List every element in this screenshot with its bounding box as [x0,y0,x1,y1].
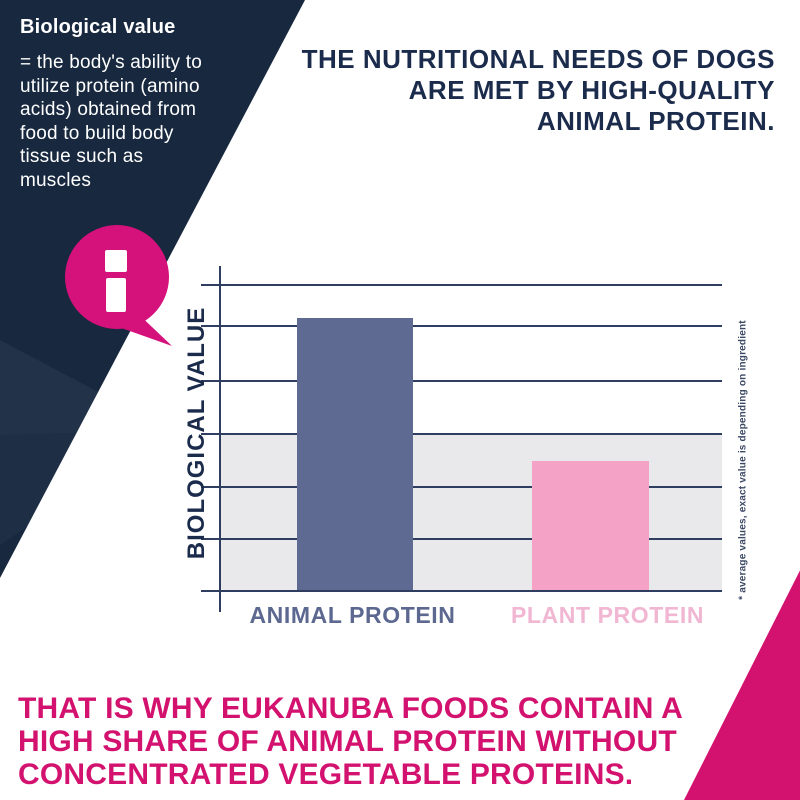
definition-line: muscles [20,169,92,191]
gridline [201,486,722,488]
definition-line: tissue such as [20,146,144,168]
bar-animal-protein [297,318,413,590]
info-bubble-icon [65,225,172,346]
y-axis-line [219,266,221,612]
definition-heading: Biological value [20,16,176,38]
x-label-plant-protein: PLANT PROTEIN [510,602,705,628]
baseline-gridline [201,590,722,592]
bar-plant-protein [532,461,649,590]
headline-line: ANIMAL PROTEIN. [536,106,775,136]
chart-footnote: * average values, exact value is dependi… [737,320,749,600]
gridline [201,284,722,286]
gridline [201,433,722,435]
info-i-dot [105,250,127,272]
gridline [201,380,722,382]
definition-text-block: Biological value = the body's ability to… [20,16,202,193]
footer-line: THAT IS WHY EUKANUBA FOODS CONTAIN A [18,692,683,725]
definition-line: utilize protein (amino [20,75,200,97]
definition-line: acids) obtained from [20,99,197,121]
bubble-circle [65,225,169,329]
headline: THE NUTRITIONAL NEEDS OF DOGS ARE MET BY… [215,44,775,137]
footer-line: HIGH SHARE OF ANIMAL PROTEIN WITHOUT [18,725,677,758]
info-i-stem [106,278,126,312]
footer-line: CONCENTRATED VEGETABLE PROTEINS. [18,758,634,791]
definition-line: = the body's ability to [20,52,202,73]
gridline [201,538,722,540]
headline-line: THE NUTRITIONAL NEEDS OF DOGS [301,44,775,74]
headline-line: ARE MET BY HIGH-QUALITY [408,75,775,105]
gridline [201,325,722,327]
footer-statement: THAT IS WHY EUKANUBA FOODS CONTAIN A HIG… [18,692,683,791]
definition-line: food to build body [20,122,174,144]
y-axis-label: BIOLOGICAL VALUE [183,306,210,560]
x-label-animal-protein: ANIMAL PROTEIN [249,602,456,628]
